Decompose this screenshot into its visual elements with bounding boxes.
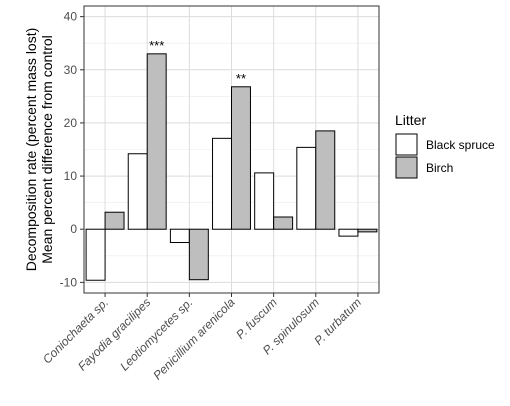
bar-birch [357,228,378,233]
legend-label: Black spruce [426,138,495,152]
bar-black-spruce [338,228,359,237]
bar-birch [315,130,336,230]
bar-black-spruce [254,172,275,230]
legend: Litter Black spruce Birch [395,112,495,179]
x-tick-label: Leotiomycetes sp. [117,295,195,373]
y-tick-label: -10 [60,275,78,289]
y-tick-label: 30 [64,63,78,77]
bar-black-spruce [127,153,148,230]
bar-black-spruce [296,146,317,230]
bar-birch [146,53,167,230]
y-axis-title-line1: Decomposition rate (percent mass lost) [23,28,39,272]
bar-birch [273,216,294,230]
bar-birch [231,86,251,230]
significance-label: *** [149,38,164,53]
bars [85,53,378,281]
y-axis: -10 0 10 20 30 40 [60,10,84,289]
bar-birch [104,211,125,230]
significance-label: ** [236,71,246,86]
y-tick-label: 10 [64,169,78,183]
y-tick-label: 0 [70,222,77,236]
y-tick-label: 20 [64,116,78,130]
x-tick-label: Penicillium arenicola [150,295,237,382]
legend-key [395,156,418,179]
bar-birch [188,228,209,281]
legend-label: Birch [426,161,453,175]
legend-title: Litter [395,112,426,128]
annotations: ***** [149,38,246,86]
x-axis: Coniochaeta sp.Fayodia gracilipesLeotiom… [40,293,364,382]
y-axis-title-line2: Mean percent difference from control [39,35,55,264]
bar-black-spruce [169,228,190,244]
legend-key [395,133,418,156]
x-tick-label: Fayodia gracilipes [75,295,153,373]
bar-black-spruce [212,137,233,230]
y-tick-label: 40 [64,10,78,24]
bar-black-spruce [85,228,106,281]
